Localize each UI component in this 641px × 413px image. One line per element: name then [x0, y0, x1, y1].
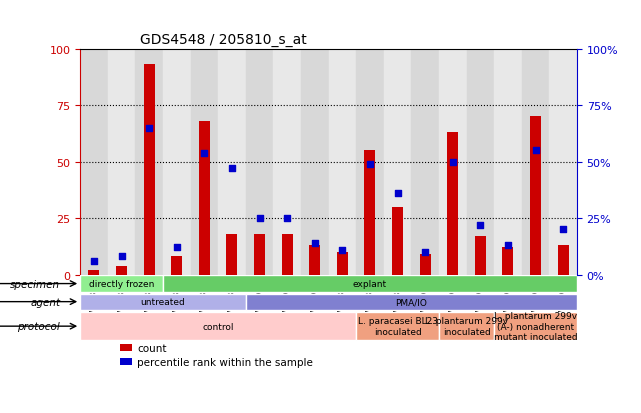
Bar	[364, 151, 376, 275]
Bar	[503, 248, 513, 275]
FancyBboxPatch shape	[80, 276, 163, 292]
Point	[172, 244, 182, 251]
Bar	[467, 50, 494, 275]
FancyBboxPatch shape	[80, 294, 246, 310]
Point	[89, 258, 99, 265]
Point	[254, 215, 265, 222]
Point	[503, 242, 513, 249]
Bar	[337, 252, 348, 275]
Bar	[301, 50, 328, 275]
Bar	[246, 50, 273, 275]
Bar	[116, 266, 127, 275]
Text: count: count	[137, 343, 167, 353]
Text: directly frozen: directly frozen	[89, 279, 154, 288]
Text: agent: agent	[30, 297, 60, 307]
FancyBboxPatch shape	[356, 313, 439, 340]
Point	[558, 226, 568, 233]
Point	[199, 150, 210, 157]
Bar	[558, 246, 569, 275]
Bar	[475, 237, 486, 275]
FancyBboxPatch shape	[494, 313, 577, 340]
Point	[475, 222, 485, 229]
Bar	[420, 254, 431, 275]
Bar	[549, 50, 577, 275]
Bar	[530, 117, 541, 275]
Bar	[190, 50, 218, 275]
Point	[144, 125, 154, 132]
Bar	[356, 50, 384, 275]
Text: L. plantarum 299v
(A-) nonadherent
mutant inoculated: L. plantarum 299v (A-) nonadherent mutan…	[494, 311, 578, 341]
Bar	[522, 50, 549, 275]
Bar	[218, 50, 246, 275]
Bar	[135, 50, 163, 275]
Point	[117, 254, 127, 260]
Bar	[163, 50, 190, 275]
Bar	[273, 50, 301, 275]
Text: untreated: untreated	[140, 297, 185, 306]
Bar	[447, 133, 458, 275]
Bar	[108, 50, 135, 275]
Text: L. paracasei BL23
inoculated: L. paracasei BL23 inoculated	[358, 317, 438, 336]
Bar	[494, 50, 522, 275]
FancyBboxPatch shape	[163, 276, 577, 292]
Bar	[392, 207, 403, 275]
Bar	[439, 50, 467, 275]
Text: GDS4548 / 205810_s_at: GDS4548 / 205810_s_at	[140, 33, 306, 47]
Point	[447, 159, 458, 166]
Bar	[171, 257, 182, 275]
Bar	[309, 246, 320, 275]
Text: specimen: specimen	[10, 279, 60, 289]
Text: percentile rank within the sample: percentile rank within the sample	[137, 357, 313, 367]
Bar	[226, 234, 237, 275]
Point	[365, 161, 375, 168]
FancyBboxPatch shape	[80, 313, 356, 340]
Text: protocol: protocol	[17, 321, 60, 331]
Text: PMA/IO: PMA/IO	[395, 297, 428, 306]
Point	[227, 166, 237, 172]
Bar	[120, 358, 132, 366]
Bar	[199, 122, 210, 275]
Point	[282, 215, 292, 222]
Point	[392, 190, 403, 197]
FancyBboxPatch shape	[439, 313, 494, 340]
Point	[310, 240, 320, 247]
Bar	[328, 50, 356, 275]
Bar	[281, 234, 293, 275]
Bar	[80, 50, 108, 275]
Point	[420, 249, 430, 256]
Point	[337, 247, 347, 254]
FancyBboxPatch shape	[246, 294, 577, 310]
Text: control: control	[203, 322, 234, 331]
Bar	[88, 271, 99, 275]
Text: L. plantarum 299v
inoculated: L. plantarum 299v inoculated	[425, 317, 508, 336]
Text: explant: explant	[353, 279, 387, 288]
Bar	[384, 50, 412, 275]
Point	[530, 147, 540, 154]
Bar	[412, 50, 439, 275]
Bar	[120, 344, 132, 351]
Bar	[254, 234, 265, 275]
Bar	[144, 65, 154, 275]
